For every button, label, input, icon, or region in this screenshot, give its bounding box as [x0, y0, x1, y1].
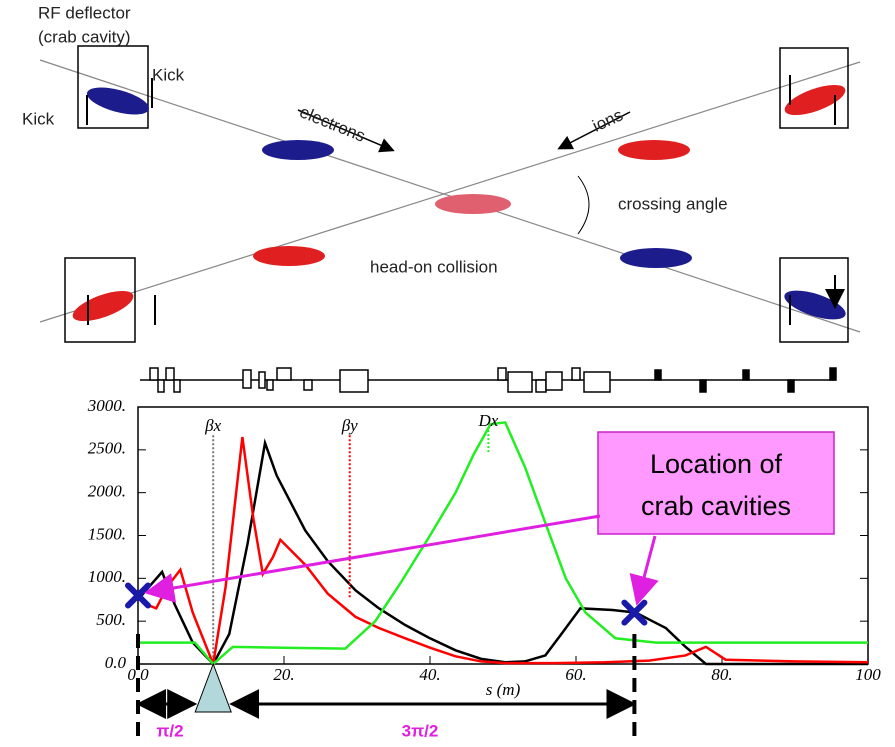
cavity-box [779, 47, 849, 129]
x-tick-label: 40. [419, 665, 440, 684]
bunch [72, 290, 134, 322]
angle-arc [577, 175, 590, 235]
callout-text: Location of [650, 449, 783, 479]
kick-arrows [86, 75, 835, 325]
head-on-label: head-on collision [370, 257, 498, 276]
bunch [620, 248, 692, 268]
series-label: βy [341, 416, 358, 435]
focus-triangle [194, 662, 232, 713]
series-label: Dx [477, 411, 498, 430]
lattice [140, 367, 837, 393]
cavity-box [77, 45, 149, 129]
callout-text: crab cavities [641, 491, 791, 521]
x-tick-label: 100 [855, 665, 881, 684]
bunch [784, 290, 846, 320]
bunch [262, 140, 334, 160]
crab-diagram: RF deflector (crab cavity) Kick Kick ele… [22, 3, 861, 343]
y-tick-label: 2000. [88, 482, 126, 501]
y-tick-label: 1500. [88, 524, 126, 543]
electron-arrow [297, 109, 395, 153]
x-tick-label: 60. [565, 665, 586, 684]
crab-cavity-marker [621, 599, 648, 626]
bunch [253, 246, 325, 266]
diagram-title: RF deflector [38, 3, 131, 22]
bunch [86, 87, 150, 115]
callout-arrow [144, 514, 601, 603]
electrons-label: electrons [297, 102, 368, 145]
x-tick-label: 0.0 [127, 665, 149, 684]
kick-label: Kick [152, 65, 185, 84]
kick-label: Kick [22, 109, 55, 128]
phase-label: 3π/2 [402, 721, 439, 740]
y-tick-label: 1000. [88, 567, 126, 586]
y-tick-label: 3000. [87, 396, 126, 415]
series-line [137, 436, 869, 669]
y-tick-label: 0.0 [105, 653, 127, 672]
x-tick-label: 20. [273, 665, 294, 684]
x-axis-label: s (m) [486, 680, 521, 699]
plot: 0.0 500. 1000. 1500. 2000. 2500. 3000. 0.0 20. 40… [87, 396, 881, 738]
phase-label: π/2 [156, 721, 183, 740]
beam-line [39, 59, 861, 333]
ion-arrow [557, 111, 631, 150]
crossing-angle-label: crossing angle [618, 194, 728, 213]
series-label: βx [204, 416, 221, 435]
callout-arrow [629, 535, 659, 606]
bunch [435, 194, 511, 214]
series-line [138, 421, 868, 666]
beam-line [39, 61, 861, 323]
diagram-title: (crab cavity) [38, 27, 131, 46]
x-tick-label: 80. [711, 665, 732, 684]
cavity-box [64, 257, 136, 343]
callout-box [597, 431, 835, 535]
ions-label: ions [590, 105, 626, 135]
bunch [784, 84, 846, 116]
y-tick-label: 2500. [88, 439, 126, 458]
y-tick-label: 500. [96, 610, 126, 629]
bunch [618, 140, 690, 160]
